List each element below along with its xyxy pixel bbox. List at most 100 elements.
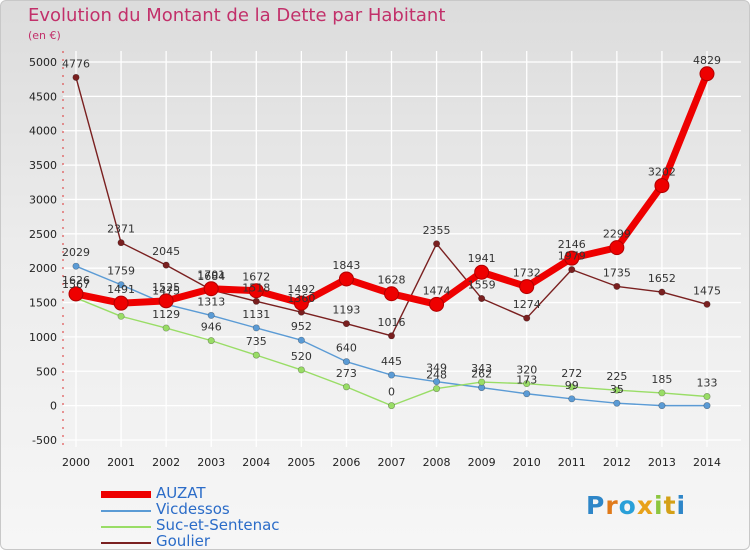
data-label: 1016 (378, 316, 406, 329)
data-label: 1474 (423, 284, 451, 297)
data-point (117, 239, 125, 247)
legend-label: AUZAT (156, 484, 206, 502)
data-label: 2146 (558, 238, 586, 251)
logo-letter: P (586, 491, 606, 520)
x-tick-label: 2004 (242, 456, 270, 469)
data-point (68, 286, 84, 302)
data-point (568, 266, 576, 274)
data-point (699, 66, 715, 82)
data-point (568, 383, 576, 391)
data-point (158, 293, 174, 309)
legend-swatch (101, 526, 151, 528)
data-point (293, 295, 309, 311)
data-point (609, 240, 625, 256)
proxiti-logo: Proxiti (586, 491, 686, 520)
data-point (252, 351, 260, 359)
data-label: 349 (426, 362, 447, 375)
data-label: 520 (291, 350, 312, 363)
y-tick-label: 1000 (29, 331, 57, 344)
data-point (387, 332, 395, 340)
data-point (72, 73, 80, 81)
data-label: 1941 (468, 252, 496, 265)
data-point (297, 336, 305, 344)
data-label: 185 (651, 373, 672, 386)
data-point (478, 378, 486, 386)
data-label: 1843 (332, 259, 360, 272)
y-tick-label: 1500 (29, 297, 57, 310)
data-label: 1652 (648, 272, 676, 285)
data-point (297, 366, 305, 374)
data-point (387, 402, 395, 410)
data-label: 1567 (62, 278, 90, 291)
data-point (703, 392, 711, 400)
data-label: 1735 (603, 266, 631, 279)
x-tick-label: 2000 (62, 456, 90, 469)
data-label: 4829 (693, 54, 721, 67)
x-tick-label: 2003 (197, 456, 225, 469)
data-label: 35 (610, 383, 624, 396)
data-point (207, 337, 215, 345)
data-label: 1684 (197, 270, 225, 283)
data-label: 946 (201, 321, 222, 334)
y-tick-label: 2000 (29, 262, 57, 275)
data-label: 2371 (107, 223, 135, 236)
data-label: 133 (697, 376, 718, 389)
data-label: 2355 (423, 224, 451, 237)
data-point (433, 240, 441, 248)
y-tick-label: -500 (32, 434, 57, 447)
x-tick-label: 2010 (513, 456, 541, 469)
data-point (519, 279, 535, 295)
data-label: 952 (291, 320, 312, 333)
data-label: 4776 (62, 57, 90, 70)
x-tick-label: 2012 (603, 456, 631, 469)
data-point (384, 286, 399, 302)
data-label: 3202 (648, 166, 676, 179)
x-tick-label: 2009 (468, 456, 496, 469)
data-label: 1475 (693, 284, 721, 297)
data-label: 99 (565, 379, 579, 392)
legend-label: Vicdessos (156, 500, 230, 518)
data-label: 1475 (152, 284, 180, 297)
data-point (658, 402, 666, 410)
logo-letter: o (618, 491, 637, 520)
data-label: 248 (426, 369, 447, 382)
data-label: 1131 (242, 308, 270, 321)
legend-label: Goulier (156, 532, 211, 550)
x-tick-label: 2007 (378, 456, 406, 469)
data-label: 320 (516, 364, 537, 377)
data-label: 2299 (603, 228, 631, 241)
data-label: 262 (471, 368, 492, 381)
y-tick-label: 0 (50, 400, 57, 413)
data-label: 1525 (152, 281, 180, 294)
data-label: 0 (388, 386, 395, 399)
x-tick-label: 2013 (648, 456, 676, 469)
data-point (162, 324, 170, 332)
data-label: 1559 (468, 278, 496, 291)
data-point (342, 320, 350, 328)
data-point (117, 312, 125, 320)
data-label: 225 (606, 370, 627, 383)
data-label: 1360 (287, 292, 315, 305)
data-point (342, 358, 350, 366)
data-label: 173 (516, 374, 537, 387)
data-point (523, 390, 531, 398)
data-point (72, 262, 80, 270)
data-label: 1628 (378, 274, 406, 287)
data-point (564, 250, 580, 266)
data-label: 640 (336, 342, 357, 355)
data-label: 735 (246, 335, 267, 348)
legend-swatch (101, 491, 151, 498)
data-label: 1193 (332, 304, 360, 317)
logo-letter: x (636, 491, 654, 520)
data-point (203, 281, 219, 297)
data-point (113, 295, 129, 311)
data-point (338, 271, 354, 287)
y-tick-label: 2500 (29, 228, 57, 241)
x-tick-label: 2005 (287, 456, 315, 469)
data-label: 343 (471, 362, 492, 375)
data-point (613, 282, 621, 290)
data-label: 1979 (558, 250, 586, 263)
data-label: 1274 (513, 298, 541, 311)
